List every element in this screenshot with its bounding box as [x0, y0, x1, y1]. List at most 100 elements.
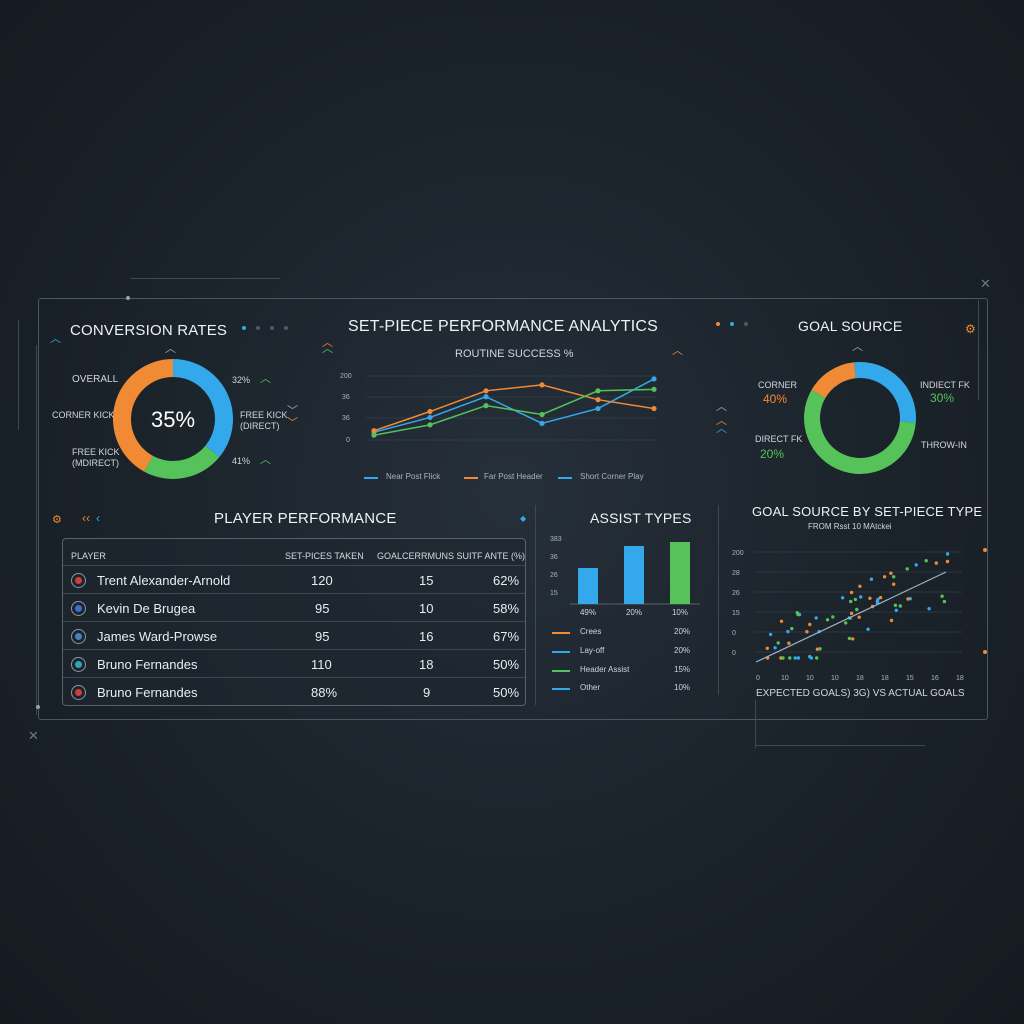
- scatter-point: [796, 656, 801, 660]
- node-dot: [983, 548, 987, 552]
- label-indirect: (MDIRECT): [72, 458, 119, 468]
- scatter-point: [793, 656, 797, 660]
- label-throw-in: THROW-IN: [921, 440, 967, 450]
- scatter-xtick: 10: [806, 675, 814, 682]
- page-dot[interactable]: [730, 322, 734, 326]
- scatter-point: [940, 594, 944, 598]
- player-goals: 15: [419, 573, 434, 588]
- assist-ytick: 26: [550, 572, 558, 579]
- routine-ytick: 36: [342, 415, 350, 422]
- chevron-down-icon[interactable]: ﹀: [287, 405, 298, 417]
- player-performance-title: PLAYER PERFORMANCE: [214, 510, 397, 527]
- scatter-ytick: 0: [732, 630, 736, 637]
- chevron-up-icon[interactable]: ︿: [716, 415, 727, 427]
- legend-swatch: [552, 688, 570, 690]
- table-row[interactable]: Trent Alexander-Arnold 120 15 62%: [63, 565, 525, 594]
- routine-subtitle: ROUTINE SUCCESS %: [455, 348, 574, 360]
- legend-label: Near Post Flick: [386, 472, 441, 481]
- label-free-kick-direct: FREE KICK: [240, 410, 288, 420]
- scatter-xtick: 0: [756, 675, 760, 682]
- series-point: [539, 411, 545, 418]
- section-divider: [718, 505, 719, 695]
- legend-pct: 20%: [674, 646, 691, 655]
- table-row[interactable]: James Ward-Prowse 95 16 67%: [63, 621, 525, 650]
- table-row[interactable]: Bruno Fernandes 88% 9 50%: [63, 677, 525, 706]
- table-row[interactable]: Bruno Fernandes 110 18 50%: [63, 649, 525, 678]
- label-indirect-pct: 30%: [930, 391, 955, 405]
- table-row[interactable]: Kevin De Brugea 95 10 58%: [63, 593, 525, 622]
- header-player: PLAYER: [71, 551, 106, 561]
- gear-icon[interactable]: ⚙: [52, 514, 62, 526]
- scatter-point: [858, 584, 862, 588]
- scatter-point: [898, 604, 902, 608]
- scatter-point: [788, 656, 792, 660]
- player-taken: 95: [315, 601, 330, 616]
- chevron-up-icon[interactable]: ︿: [716, 401, 727, 413]
- label-corner-kick: CORNER KICK: [52, 410, 115, 420]
- assist-ytick: 15: [550, 590, 558, 597]
- deco-line: [978, 300, 979, 400]
- header-taken: SET-PICES TAKEN: [285, 551, 364, 561]
- close-icon[interactable]: ✕: [28, 728, 39, 743]
- chevron-up-icon[interactable]: ︿: [322, 343, 333, 355]
- player-rate: 62%: [493, 573, 520, 588]
- assist-bar-chart: 383 36 26 15 49% 20% 10%: [550, 536, 700, 617]
- close-icon[interactable]: ✕: [980, 276, 991, 291]
- scatter-point: [857, 615, 861, 619]
- scatter-ytick: 15: [732, 610, 740, 617]
- page-dot[interactable]: [284, 326, 288, 330]
- assist-bar: [670, 542, 690, 604]
- page-dot[interactable]: [242, 326, 246, 330]
- scatter-point: [855, 607, 859, 612]
- gear-icon[interactable]: ⚙: [965, 322, 976, 336]
- chevron-up-icon[interactable]: ︿: [672, 345, 683, 357]
- page-dot[interactable]: [744, 322, 748, 326]
- player-table: PLAYER SET-PICES TAKEN GOALCERRMUNS SUIT…: [62, 538, 526, 706]
- chevron-left-icon[interactable]: ‹‹: [82, 511, 90, 525]
- trend-line: [755, 571, 947, 663]
- page-dot[interactable]: [716, 322, 720, 326]
- page-dot[interactable]: [256, 326, 260, 330]
- series-point: [483, 388, 489, 394]
- player-goals: 16: [419, 629, 434, 644]
- scatter-chart: 200 28 26 15 0 0 0 10 10 10 18 18 15 16 18: [732, 550, 964, 682]
- legend-pct: 10%: [674, 683, 691, 692]
- legend-swatch: [364, 477, 378, 479]
- player-taken: 95: [315, 629, 330, 644]
- assist-bar: [624, 546, 644, 604]
- scatter-point: [849, 590, 854, 595]
- player-rate: 50%: [493, 657, 520, 672]
- scatter-point: [945, 552, 950, 556]
- scatter-title: GOAL SOURCE BY SET-PIECE TYPE: [752, 504, 983, 519]
- scatter-point: [893, 603, 898, 607]
- chevron-up-icon[interactable]: ︿: [716, 423, 727, 435]
- scatter-point: [889, 571, 893, 575]
- chevron-down-icon[interactable]: ﹀: [287, 417, 298, 429]
- scatter-point: [831, 615, 835, 619]
- series-point: [371, 432, 377, 438]
- assist-bar-label: 49%: [580, 608, 596, 617]
- scatter-xtick: 18: [856, 675, 864, 682]
- scatter-point: [808, 622, 812, 627]
- series-line: [373, 378, 655, 433]
- scatter-point: [786, 629, 790, 634]
- chevron-up-icon[interactable]: ︿: [322, 337, 333, 349]
- assist-title: ASSIST TYPES: [590, 510, 692, 526]
- scatter-point: [851, 637, 855, 641]
- scatter-subtitle: FROM Rsst 10 MAtckei: [808, 522, 892, 531]
- scatter-point: [805, 630, 809, 634]
- scatter-point: [787, 641, 791, 645]
- label-corner: CORNER: [758, 380, 798, 390]
- scatter-point: [849, 599, 853, 604]
- scatter-point: [768, 632, 773, 637]
- chevron-up-icon[interactable]: ︿: [50, 333, 61, 345]
- scatter-xtick: 10: [781, 675, 789, 682]
- player-rate: 50%: [493, 685, 520, 700]
- chevron-up-icon: ︿: [260, 454, 271, 466]
- chevron-left-icon[interactable]: ‹: [96, 511, 100, 525]
- dashboard-frame: [38, 298, 988, 720]
- page-dot[interactable]: [270, 326, 274, 330]
- player-avatar-icon: [71, 601, 86, 616]
- scatter-point: [847, 636, 852, 641]
- scatter-point: [808, 654, 812, 659]
